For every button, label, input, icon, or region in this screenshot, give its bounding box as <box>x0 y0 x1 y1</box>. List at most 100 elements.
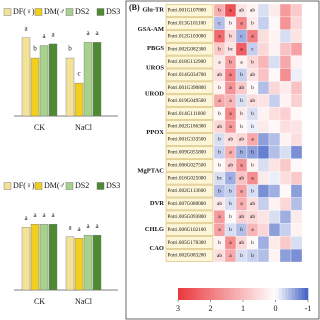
heat-cell <box>290 29 303 43</box>
significance-letter: a <box>24 24 28 32</box>
gene-label-box <box>165 133 214 146</box>
heat-cell <box>279 171 292 185</box>
significance-letter: b <box>33 45 37 53</box>
colorbar-step <box>282 288 286 300</box>
group-label: PBGS <box>147 45 164 52</box>
group-label: MgPTAC <box>137 168 164 175</box>
significance-letter: b <box>229 214 232 220</box>
heat-cell <box>268 81 281 95</box>
heat-cell <box>268 223 281 237</box>
colorbar-step <box>246 288 250 300</box>
significance-letter: a <box>251 137 254 143</box>
significance-letter: b <box>218 188 221 194</box>
colorbar-step <box>285 288 289 300</box>
legend-label: DS2 <box>75 181 89 190</box>
group-label: PPOX <box>146 129 164 136</box>
bar <box>65 57 75 117</box>
heat-cell <box>290 145 303 159</box>
bar <box>92 234 102 291</box>
colorbar-step <box>207 288 211 300</box>
gene-label: Potri.002G186300 <box>168 124 207 130</box>
significance-letter: a <box>68 223 72 231</box>
colorbar-step <box>269 288 273 300</box>
significance-letter: b <box>251 85 254 91</box>
heat-cell <box>257 3 270 18</box>
significance-letter: ab <box>217 201 222 207</box>
heat-cell <box>279 68 292 82</box>
significance-letter: a <box>77 225 81 233</box>
heat-cell <box>290 197 303 211</box>
significance-letter: a <box>240 188 243 194</box>
bar <box>39 45 49 117</box>
significance-letter: b <box>240 111 243 117</box>
significance-letter: a <box>229 124 232 130</box>
heat-cell <box>279 29 292 43</box>
gene-label: Potri.001G333500 <box>168 137 207 143</box>
heat-cell <box>268 197 281 211</box>
significance-letter: a <box>240 46 243 52</box>
heat-cell <box>257 55 270 69</box>
heat-cell <box>290 210 303 224</box>
significance-letter: b <box>240 72 243 78</box>
heat-cell <box>268 236 281 250</box>
bar <box>83 42 93 117</box>
significance-letter: a <box>218 227 221 233</box>
significance-letter: a <box>95 222 99 230</box>
gene-label: Potri.005G178300 <box>168 240 207 246</box>
significance-letter: b <box>218 85 221 91</box>
heat-cell <box>257 210 270 224</box>
heat-cell <box>290 94 303 108</box>
group-label: UROD <box>145 90 164 97</box>
gene-label-box <box>165 120 214 133</box>
group-label: CHLG <box>145 226 164 233</box>
significance-letter: a <box>51 31 55 39</box>
heat-cell <box>257 145 270 159</box>
gene-label-box <box>165 249 214 262</box>
significance-letter: ab <box>228 163 233 169</box>
significance-letter: b <box>240 227 243 233</box>
significance-letter: a <box>218 214 221 220</box>
significance-letter: bc <box>228 46 234 52</box>
heat-cell <box>279 145 292 159</box>
heat-cell <box>279 197 292 211</box>
colorbar-step <box>291 288 296 300</box>
significance-letter: ab <box>250 98 255 104</box>
colorbar-step <box>265 288 270 300</box>
legend-label: DS3 <box>106 181 120 190</box>
significance-letter: b <box>240 253 243 259</box>
significance-letter: a <box>95 29 99 37</box>
bar <box>39 223 49 291</box>
gene-label-box <box>165 107 214 120</box>
significance-letter: b <box>229 21 232 27</box>
significance-letter: c <box>251 46 254 52</box>
heat-cell <box>268 107 281 121</box>
significance-letter: b <box>240 98 243 104</box>
significance-letter: a <box>229 72 232 78</box>
panel-label: (B) <box>129 3 140 12</box>
gene-label-box <box>165 171 214 185</box>
bar <box>30 57 40 117</box>
gene-label: Potri.018G112900 <box>168 59 207 65</box>
heat-cell <box>279 210 292 224</box>
heat-cell <box>257 68 270 82</box>
significance-letter: a <box>240 163 243 169</box>
colorbar-step <box>272 288 276 300</box>
significance-letter: b <box>218 46 221 52</box>
group-label: CAO <box>150 245 164 252</box>
legend-swatch <box>3 8 12 16</box>
significance-letter: b <box>229 227 232 233</box>
x-tick-label: NaCl <box>75 297 93 306</box>
significance-letter: a <box>229 150 232 156</box>
heat-cell <box>257 236 270 250</box>
colorbar-step <box>259 288 263 300</box>
significance-letter: a <box>229 111 232 117</box>
colorbar-step <box>304 288 309 300</box>
heat-cell <box>268 132 281 147</box>
gene-label-box <box>165 17 214 30</box>
colorbar-step <box>295 288 299 300</box>
gene-label-box <box>165 4 214 17</box>
heat-cell <box>268 55 281 69</box>
heat-cell <box>257 171 270 185</box>
heat-cell <box>257 132 270 147</box>
heat-cell <box>279 184 292 198</box>
